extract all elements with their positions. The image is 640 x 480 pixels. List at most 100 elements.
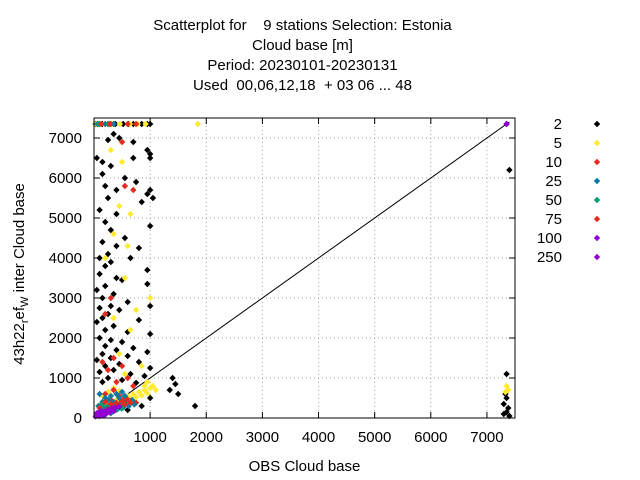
data-point	[166, 386, 173, 394]
data-point	[102, 254, 109, 262]
legend-marker-5	[593, 139, 601, 147]
data-point	[149, 194, 157, 202]
data-point	[116, 306, 123, 314]
data-point	[138, 120, 145, 128]
data-point	[99, 358, 106, 366]
data-point	[113, 274, 120, 282]
data-point	[104, 250, 112, 258]
data-point	[119, 120, 127, 128]
data-point	[118, 362, 126, 370]
data-point	[505, 404, 512, 412]
data-point	[99, 350, 106, 358]
data-point	[96, 304, 103, 312]
data-point	[116, 202, 123, 210]
data-point	[104, 194, 112, 202]
data-point	[146, 384, 154, 392]
data-point	[144, 348, 151, 356]
data-point	[102, 182, 109, 190]
legend-label-250: 250	[537, 249, 562, 266]
data-point	[132, 178, 140, 186]
data-point	[141, 372, 148, 380]
data-point	[144, 266, 151, 274]
data-point	[102, 390, 109, 398]
data-point	[135, 358, 143, 366]
data-point	[130, 154, 137, 162]
legend-marker-50	[593, 196, 601, 204]
legend-marker-250	[593, 253, 601, 261]
data-point	[146, 330, 154, 338]
data-point	[500, 410, 507, 418]
data-point	[118, 376, 126, 384]
data-point	[113, 242, 120, 250]
data-point	[132, 394, 140, 401]
data-point	[169, 374, 176, 382]
data-point	[124, 374, 131, 382]
data-point	[99, 170, 106, 178]
data-point	[110, 322, 117, 330]
data-point	[107, 336, 115, 344]
data-point	[130, 390, 137, 398]
data-point	[500, 400, 507, 408]
data-point	[130, 382, 137, 390]
data-point	[503, 370, 510, 378]
data-point	[107, 226, 115, 234]
data-point	[102, 326, 109, 334]
data-point	[102, 262, 109, 270]
y-tick-label: 6000	[49, 170, 82, 187]
data-point	[104, 374, 112, 382]
data-point	[146, 364, 154, 372]
data-point	[127, 399, 134, 406]
data-point	[110, 290, 117, 298]
data-point	[127, 210, 134, 218]
title-line-4: Used 00,06,12,18 + 03 06 ... 48	[193, 77, 412, 94]
data-point	[113, 390, 120, 398]
y-tick-label: 1000	[49, 370, 82, 387]
data-point	[124, 120, 131, 128]
data-point	[132, 306, 140, 314]
data-point	[144, 378, 151, 386]
data-point	[116, 120, 124, 128]
data-point	[121, 174, 129, 182]
data-point	[138, 392, 145, 399]
diagonal-line	[93, 121, 510, 419]
data-point	[93, 286, 101, 294]
data-point	[93, 318, 101, 326]
data-point	[135, 316, 143, 324]
legend-marker-10	[593, 158, 601, 166]
data-point	[110, 354, 117, 362]
x-tick-label: 3000	[246, 429, 279, 446]
x-tick-label: 6000	[414, 429, 447, 446]
data-point	[102, 310, 109, 318]
legend-label-10: 10	[545, 154, 562, 171]
chart-title: Scatterplot for 9 stations Selection: Es…	[0, 16, 605, 96]
data-point	[110, 230, 117, 238]
legend-marker-75	[593, 215, 601, 223]
legend-label-25: 25	[545, 173, 562, 190]
data-point	[118, 276, 126, 284]
title-line-1: Scatterplot for 9 stations Selection: Es…	[153, 17, 452, 34]
data-point	[144, 390, 151, 397]
series-250	[92, 406, 117, 420]
data-point	[118, 388, 126, 396]
data-point	[127, 370, 134, 378]
y-axis-label: 43h22refW inter Cloud base	[11, 183, 31, 365]
axis-ticks: 1000 2000 3000 4000 5000 6000 7000 0 1000 2000 300…	[49, 118, 515, 446]
x-tick-label: 5000	[358, 429, 391, 446]
data-point	[107, 294, 115, 302]
data-point	[106, 120, 113, 128]
data-point	[96, 206, 103, 214]
data-point	[130, 344, 137, 352]
data-point	[146, 150, 154, 158]
y-tick-label: 4000	[49, 250, 82, 267]
data-point	[152, 386, 159, 394]
y-tick-label: 3000	[49, 290, 82, 307]
data-point	[124, 352, 131, 360]
x-tick-label: 7000	[470, 429, 503, 446]
data-point	[172, 380, 179, 388]
data-point	[121, 182, 129, 190]
x-axis-label: OBS Cloud base	[249, 458, 361, 475]
data-point	[121, 370, 129, 378]
data-point	[107, 302, 115, 310]
